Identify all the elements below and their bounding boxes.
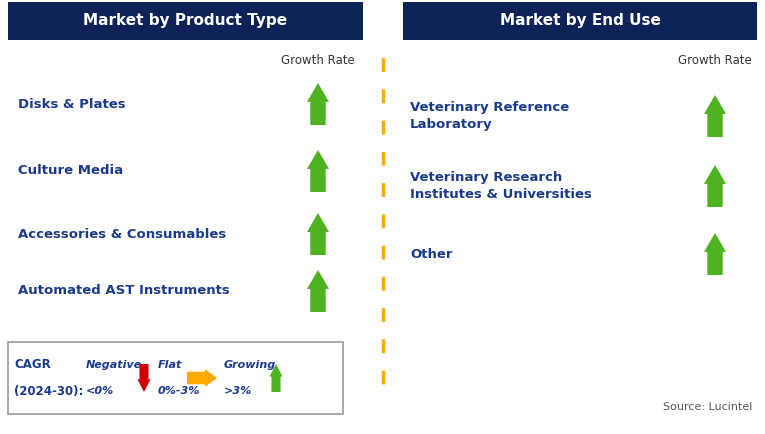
Text: (2024-30):: (2024-30): bbox=[14, 385, 83, 398]
Polygon shape bbox=[138, 364, 151, 392]
Text: 0%-3%: 0%-3% bbox=[158, 386, 200, 396]
Text: Culture Media: Culture Media bbox=[18, 164, 123, 178]
Text: Negative: Negative bbox=[86, 360, 142, 370]
Polygon shape bbox=[269, 364, 282, 392]
Text: Market by Product Type: Market by Product Type bbox=[83, 13, 288, 29]
Text: CAGR: CAGR bbox=[14, 358, 50, 371]
Text: Growth Rate: Growth Rate bbox=[281, 54, 355, 67]
Polygon shape bbox=[704, 95, 726, 137]
FancyBboxPatch shape bbox=[403, 2, 757, 40]
Polygon shape bbox=[187, 369, 217, 387]
Text: <0%: <0% bbox=[86, 386, 114, 396]
Text: Disks & Plates: Disks & Plates bbox=[18, 98, 125, 111]
Polygon shape bbox=[307, 83, 329, 125]
FancyBboxPatch shape bbox=[8, 342, 343, 414]
FancyBboxPatch shape bbox=[8, 2, 363, 40]
Polygon shape bbox=[704, 233, 726, 275]
Text: Veterinary Reference
Laboratory: Veterinary Reference Laboratory bbox=[410, 101, 569, 131]
Text: Accessories & Consumables: Accessories & Consumables bbox=[18, 227, 226, 240]
Text: Other: Other bbox=[410, 247, 453, 260]
Text: Market by End Use: Market by End Use bbox=[500, 13, 660, 29]
Polygon shape bbox=[307, 213, 329, 255]
Text: Growing: Growing bbox=[224, 360, 276, 370]
Text: Automated AST Instruments: Automated AST Instruments bbox=[18, 285, 230, 297]
Text: >3%: >3% bbox=[224, 386, 252, 396]
Polygon shape bbox=[307, 150, 329, 192]
Text: Source: Lucintel: Source: Lucintel bbox=[662, 402, 752, 412]
Text: Growth Rate: Growth Rate bbox=[678, 54, 752, 67]
Polygon shape bbox=[704, 165, 726, 207]
Text: Veterinary Research
Institutes & Universities: Veterinary Research Institutes & Univers… bbox=[410, 171, 592, 201]
Text: Flat: Flat bbox=[158, 360, 182, 370]
Polygon shape bbox=[307, 270, 329, 312]
